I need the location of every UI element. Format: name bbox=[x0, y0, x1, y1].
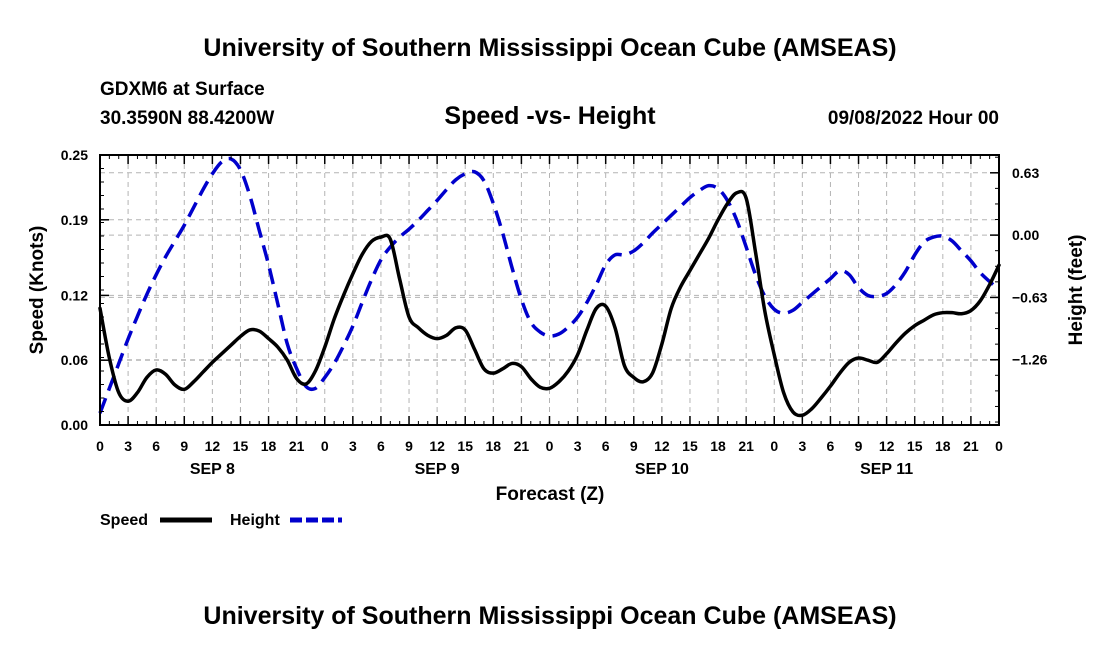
y-tick-label: 0.00 bbox=[61, 417, 88, 433]
x-tick-label: 6 bbox=[152, 438, 160, 454]
model-label: GDXM6 at Surface bbox=[100, 79, 265, 100]
x-axis-label: Forecast (Z) bbox=[496, 484, 605, 505]
x-tick-label: 21 bbox=[738, 438, 754, 454]
legend: Speed Height bbox=[100, 512, 342, 529]
y2-tick-label: −1.26 bbox=[1012, 352, 1048, 368]
x-tick-label: 12 bbox=[654, 438, 670, 454]
x-tick-label: 15 bbox=[907, 438, 923, 454]
day-label: SEP 11 bbox=[860, 461, 913, 478]
x-tick-label: 6 bbox=[377, 438, 385, 454]
plot-title: Speed -vs- Height bbox=[444, 102, 656, 130]
y-tick-label: 0.25 bbox=[61, 147, 88, 163]
x-tick-label: 18 bbox=[935, 438, 951, 454]
x-tick-label: 3 bbox=[349, 438, 357, 454]
x-tick-label: 6 bbox=[602, 438, 610, 454]
x-tick-label: 15 bbox=[682, 438, 698, 454]
x-tick-label: 3 bbox=[798, 438, 806, 454]
x-tick-label: 21 bbox=[514, 438, 530, 454]
datetime-label: 09/08/2022 Hour 00 bbox=[828, 108, 999, 129]
page-title: University of Southern Mississippi Ocean… bbox=[203, 34, 896, 62]
x-tick-label: 21 bbox=[289, 438, 305, 454]
x-tick-label: 18 bbox=[486, 438, 502, 454]
x-tick-label: 9 bbox=[855, 438, 863, 454]
legend-speed-label: Speed bbox=[100, 512, 148, 529]
x-tick-label: 15 bbox=[233, 438, 249, 454]
x-tick-label: 6 bbox=[827, 438, 835, 454]
x-tick-label: 0 bbox=[96, 438, 104, 454]
y-axis-label: Speed (Knots) bbox=[27, 226, 48, 355]
x-tick-label: 0 bbox=[546, 438, 554, 454]
x-tick-label: 15 bbox=[457, 438, 473, 454]
x-tick-label: 3 bbox=[124, 438, 132, 454]
day-label: SEP 9 bbox=[415, 461, 460, 478]
x-tick-label: 9 bbox=[630, 438, 638, 454]
x-tick-label: 18 bbox=[710, 438, 726, 454]
y2-tick-label: 0.00 bbox=[1012, 227, 1039, 243]
legend-height-label: Height bbox=[230, 512, 280, 529]
series-layer bbox=[98, 156, 1001, 418]
x-tick-label: 9 bbox=[405, 438, 413, 454]
x-tick-label: 12 bbox=[205, 438, 221, 454]
day-label: SEP 8 bbox=[190, 461, 235, 478]
footer-title: University of Southern Mississippi Ocean… bbox=[203, 602, 896, 630]
x-tick-label: 12 bbox=[429, 438, 445, 454]
x-tick-label: 12 bbox=[879, 438, 895, 454]
height-series-line bbox=[98, 156, 1001, 414]
x-tick-label: 0 bbox=[995, 438, 1003, 454]
speed-series-line bbox=[98, 189, 1001, 418]
day-label: SEP 10 bbox=[635, 461, 689, 478]
x-tick-label: 21 bbox=[963, 438, 979, 454]
y-tick-label: 0.19 bbox=[61, 212, 88, 228]
y-tick-label: 0.12 bbox=[61, 287, 88, 303]
x-tick-label: 18 bbox=[261, 438, 277, 454]
location-label: 30.3590N 88.4200W bbox=[100, 108, 274, 129]
y-tick-label: 0.06 bbox=[61, 352, 88, 368]
x-tick-label: 0 bbox=[770, 438, 778, 454]
y2-axis-label: Height (feet) bbox=[1066, 235, 1087, 346]
x-tick-label: 9 bbox=[180, 438, 188, 454]
grid bbox=[100, 155, 999, 425]
y2-tick-label: 0.63 bbox=[1012, 165, 1039, 181]
x-tick-label: 0 bbox=[321, 438, 329, 454]
y2-tick-label: −0.63 bbox=[1012, 289, 1048, 305]
axes: 0 3 6 9 12 15 18 21 0 3 6 9 12 15 18 21 0 3 6 9 12 15 18 21 0 3 6 9… bbox=[61, 147, 1048, 478]
x-tick-label: 3 bbox=[574, 438, 582, 454]
